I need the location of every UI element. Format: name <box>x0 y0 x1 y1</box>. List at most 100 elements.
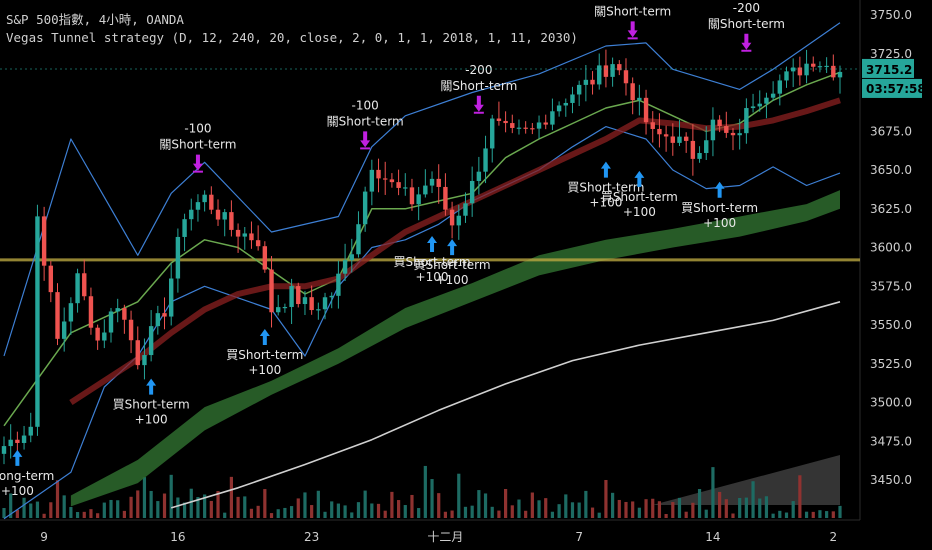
candle[interactable] <box>590 71 595 95</box>
candle[interactable] <box>837 65 843 94</box>
candle[interactable] <box>463 192 468 223</box>
candle[interactable] <box>516 119 522 135</box>
candle[interactable] <box>443 173 448 216</box>
long-entry-signal[interactable]: 買Short-term+100 <box>226 329 303 377</box>
candle[interactable] <box>289 278 294 325</box>
candle[interactable] <box>215 199 221 226</box>
candle[interactable] <box>637 84 642 116</box>
candle[interactable] <box>510 114 515 134</box>
strategy-label[interactable]: Vegas Tunnel strategy (D, 12, 240, 20, c… <box>6 30 578 45</box>
candle[interactable] <box>570 86 575 114</box>
candle[interactable] <box>1 436 7 465</box>
candle[interactable] <box>503 111 508 133</box>
candle[interactable] <box>88 287 94 335</box>
candle[interactable] <box>436 164 441 204</box>
candle[interactable] <box>750 93 756 113</box>
candle[interactable] <box>429 171 435 194</box>
candle[interactable] <box>342 243 348 282</box>
candle[interactable] <box>764 92 769 119</box>
candle[interactable] <box>135 326 140 370</box>
candle[interactable] <box>476 156 482 195</box>
candle[interactable] <box>75 268 80 313</box>
long-entry-signal[interactable]: 買Short-term+100 <box>567 161 644 210</box>
candle[interactable] <box>222 208 227 237</box>
candle[interactable] <box>737 118 742 150</box>
short-exit-signal[interactable]: 關Short-term -100 <box>159 122 236 173</box>
candle[interactable] <box>249 221 254 249</box>
long-entry-signal[interactable]: 買Short-term+100 <box>113 378 190 427</box>
candle[interactable] <box>28 412 33 443</box>
candle[interactable] <box>536 115 542 139</box>
candle[interactable] <box>128 310 134 354</box>
candle[interactable] <box>690 124 696 176</box>
candle[interactable] <box>175 228 181 293</box>
candle[interactable] <box>496 101 502 126</box>
candle[interactable] <box>423 169 428 198</box>
candle[interactable] <box>182 213 187 252</box>
candle[interactable] <box>376 158 381 193</box>
candle[interactable] <box>576 80 582 106</box>
candle[interactable] <box>704 126 709 161</box>
candle[interactable] <box>797 56 803 86</box>
short-exit-signal[interactable]: 關Short-term -100 <box>594 0 671 40</box>
short-exit-signal[interactable]: 關Short-term -200 <box>708 1 785 52</box>
candle[interactable] <box>744 98 749 144</box>
candle[interactable] <box>550 98 555 131</box>
candle[interactable] <box>209 186 214 215</box>
candle[interactable] <box>108 307 114 343</box>
candle[interactable] <box>710 107 716 157</box>
candle[interactable] <box>523 121 528 134</box>
candle[interactable] <box>403 173 408 196</box>
candle[interactable] <box>302 290 308 316</box>
candle[interactable] <box>811 56 816 72</box>
candle[interactable] <box>804 49 809 84</box>
candle[interactable] <box>831 54 836 81</box>
candle[interactable] <box>824 57 829 73</box>
candle[interactable] <box>777 74 783 106</box>
candle[interactable] <box>697 146 702 163</box>
candle[interactable] <box>202 190 207 212</box>
candle[interactable] <box>677 119 682 147</box>
candle[interactable] <box>336 260 341 309</box>
candle[interactable] <box>329 292 334 309</box>
candle[interactable] <box>296 282 301 308</box>
candle[interactable] <box>530 123 535 135</box>
candle[interactable] <box>650 111 655 143</box>
candle[interactable] <box>717 115 722 133</box>
candle[interactable] <box>235 223 241 253</box>
candle[interactable] <box>122 304 127 334</box>
candle[interactable] <box>322 292 328 320</box>
candle[interactable] <box>556 101 562 117</box>
candle[interactable] <box>396 169 401 196</box>
candle[interactable] <box>309 285 314 315</box>
candle[interactable] <box>35 204 40 436</box>
candle[interactable] <box>770 81 776 101</box>
candle[interactable] <box>229 200 234 237</box>
candle[interactable] <box>68 297 74 335</box>
candle[interactable] <box>155 305 161 335</box>
long-entry-signal[interactable]: 買Short-term+100 <box>601 170 678 219</box>
candle[interactable] <box>670 123 675 156</box>
long-entry-signal[interactable]: 買Short-term+100 <box>681 181 758 230</box>
candle[interactable] <box>610 57 615 87</box>
candle[interactable] <box>195 194 201 222</box>
candle[interactable] <box>663 125 669 152</box>
candle[interactable] <box>255 225 261 251</box>
candle[interactable] <box>316 302 321 320</box>
candle[interactable] <box>369 159 375 206</box>
candle[interactable] <box>21 425 27 450</box>
candle[interactable] <box>683 132 689 153</box>
candle[interactable] <box>469 166 475 217</box>
candle[interactable] <box>643 89 649 135</box>
candle[interactable] <box>724 111 729 138</box>
candle[interactable] <box>169 263 174 326</box>
candle[interactable] <box>189 198 194 231</box>
candle[interactable] <box>362 186 368 232</box>
candle[interactable] <box>55 283 60 346</box>
candle[interactable] <box>48 261 54 303</box>
candle[interactable] <box>389 173 395 188</box>
candle[interactable] <box>115 298 120 323</box>
candle[interactable] <box>102 319 107 349</box>
